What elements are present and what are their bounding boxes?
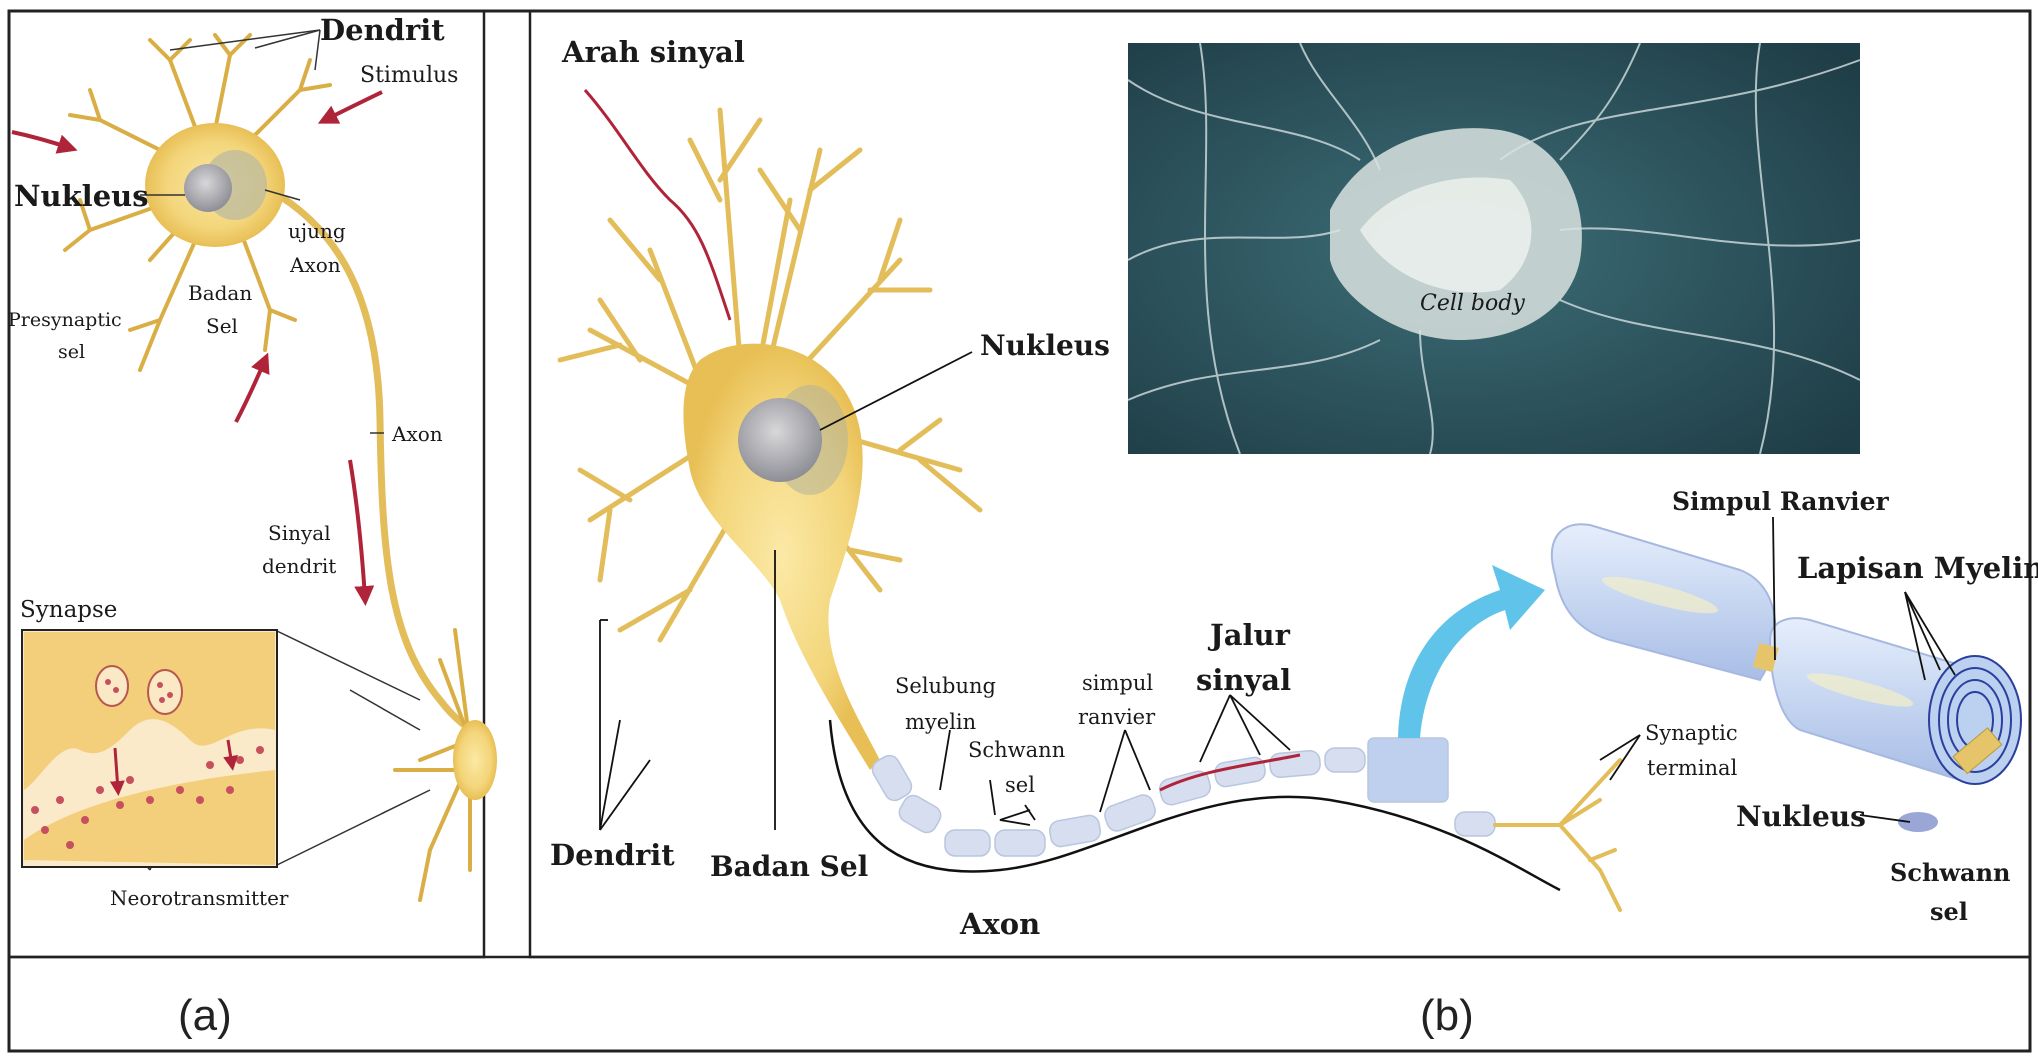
- axon-brace: [828, 719, 1561, 892]
- a-label-sinyal: Sinyal: [268, 521, 331, 545]
- a-label-dendrit: Dendrit: [320, 13, 445, 47]
- panel-a-neuron: [63, 33, 497, 902]
- a-label-dendrit-small: dendrit: [262, 554, 336, 578]
- b-label-schwann: Schwann: [968, 738, 1065, 762]
- b-label-nukleus: Nukleus: [980, 329, 1110, 362]
- a-label-axon: Axon: [391, 422, 443, 446]
- a-label-neurotransmitter: Neorotransmitter: [110, 886, 289, 910]
- panel-b-leaders: [599, 351, 1956, 831]
- a-label-sel: Sel: [206, 314, 238, 338]
- a-label-axon-tip: Axon: [289, 253, 341, 277]
- b-label-terminal: terminal: [1647, 756, 1738, 780]
- b-label-nukleus-schwann: Nukleus: [1736, 800, 1866, 833]
- b-label-jalur: Jalur: [1207, 618, 1291, 652]
- myelin-zoom: [1550, 523, 2022, 832]
- b-label-myelin: myelin: [905, 710, 976, 734]
- cell-body-micrograph: Cell body: [1127, 42, 1861, 455]
- a-label-synapse: Synapse: [20, 597, 117, 623]
- a-label-ujung: ujung: [288, 219, 346, 243]
- b-label-schwann-sel: sel: [1005, 773, 1035, 797]
- b-label-axon: Axon: [959, 907, 1040, 941]
- a-label-presynaptic-sel: sel: [58, 341, 85, 363]
- b-label-dendrit: Dendrit: [550, 838, 675, 872]
- b-label-schwann-sel-zoom-2: sel: [1930, 897, 1968, 926]
- b-label-schwann-sel-zoom: Schwann: [1890, 858, 2011, 887]
- b-label-synaptic: Synaptic: [1645, 721, 1738, 745]
- b-label-simpul: simpul: [1082, 671, 1153, 695]
- signal-direction-line: [583, 89, 732, 321]
- photo-cell-body-label: Cell body: [1420, 291, 1525, 316]
- b-label-lapisan-myelin: Lapisan Myelin: [1797, 551, 2038, 585]
- panel-b-neuron: [557, 107, 983, 770]
- b-label-arah-sinyal: Arah sinyal: [561, 35, 745, 69]
- a-label-badan: Badan: [188, 281, 252, 305]
- b-label-simpul-ranvier: Simpul Ranvier: [1672, 487, 1890, 516]
- b-label-badan-sel: Badan Sel: [710, 850, 868, 883]
- signal-path-line: [1159, 753, 1301, 792]
- zoom-pointer-arrow: [1398, 565, 1545, 738]
- b-label-selubung: Selubung: [895, 674, 996, 698]
- synaptic-terminal: [1493, 758, 1622, 912]
- a-label-nukleus: Nukleus: [14, 179, 149, 213]
- b-label-ranvier: ranvier: [1078, 705, 1156, 729]
- synapse-inset: [21, 629, 278, 868]
- panel-a-caption: (a): [178, 991, 232, 1040]
- a-label-presynaptic: Presynaptic: [8, 309, 122, 331]
- a-label-stimulus: Stimulus: [360, 63, 458, 88]
- stimulus-arrows: [11, 90, 383, 606]
- panel-b-caption: (b): [1420, 991, 1474, 1040]
- b-label-sinyal: sinyal: [1196, 663, 1291, 697]
- axon-myelin-chain: [871, 737, 1496, 857]
